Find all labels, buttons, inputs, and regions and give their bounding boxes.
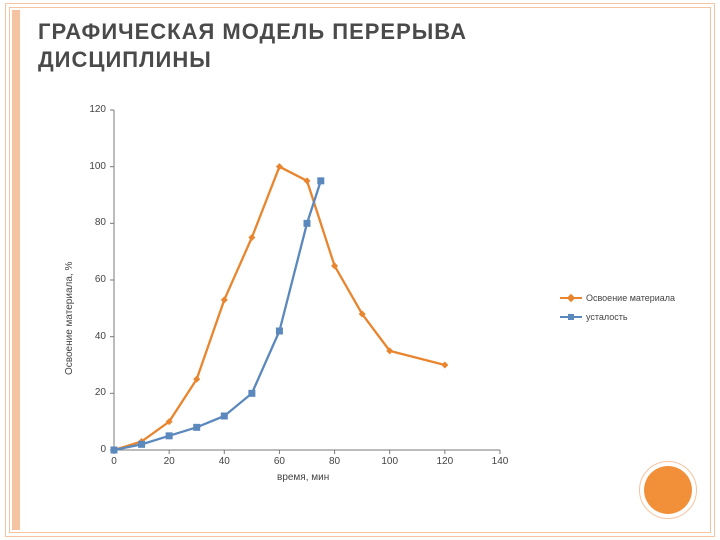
slide: ГРАФИЧЕСКАЯ МОДЕЛЬ ПЕРЕРЫВА ДИСЦИПЛИНЫ 0… xyxy=(0,0,720,540)
xtick-label: 140 xyxy=(490,456,510,467)
xtick-label: 40 xyxy=(214,456,234,467)
legend-label: Освоение материала xyxy=(586,290,675,306)
xtick-label: 20 xyxy=(159,456,179,467)
xtick-label: 120 xyxy=(435,456,455,467)
ytick-label: 80 xyxy=(95,217,106,228)
y-axis-label: Освоение материала, % xyxy=(64,262,75,375)
ytick-label: 0 xyxy=(100,444,106,455)
legend-label: усталость xyxy=(586,309,628,325)
xtick-label: 0 xyxy=(104,456,124,467)
ytick-label: 100 xyxy=(89,161,106,172)
ytick-label: 60 xyxy=(95,274,106,285)
slide-title: ГРАФИЧЕСКАЯ МОДЕЛЬ ПЕРЕРЫВА ДИСЦИПЛИНЫ xyxy=(38,18,467,73)
legend-item: усталость xyxy=(560,309,675,325)
ytick-label: 40 xyxy=(95,331,106,342)
xtick-label: 60 xyxy=(269,456,289,467)
chart-legend: Освоение материала усталость xyxy=(560,290,675,328)
legend-item: Освоение материала xyxy=(560,290,675,306)
ytick-label: 20 xyxy=(95,387,106,398)
ytick-label: 120 xyxy=(89,104,106,115)
x-axis-label: время, мин xyxy=(277,472,329,483)
xtick-label: 100 xyxy=(380,456,400,467)
xtick-label: 80 xyxy=(325,456,345,467)
accent-bar xyxy=(12,10,20,530)
chart: 020406080100120020406080100120140Освоени… xyxy=(68,100,548,495)
corner-circle-icon xyxy=(644,466,692,514)
